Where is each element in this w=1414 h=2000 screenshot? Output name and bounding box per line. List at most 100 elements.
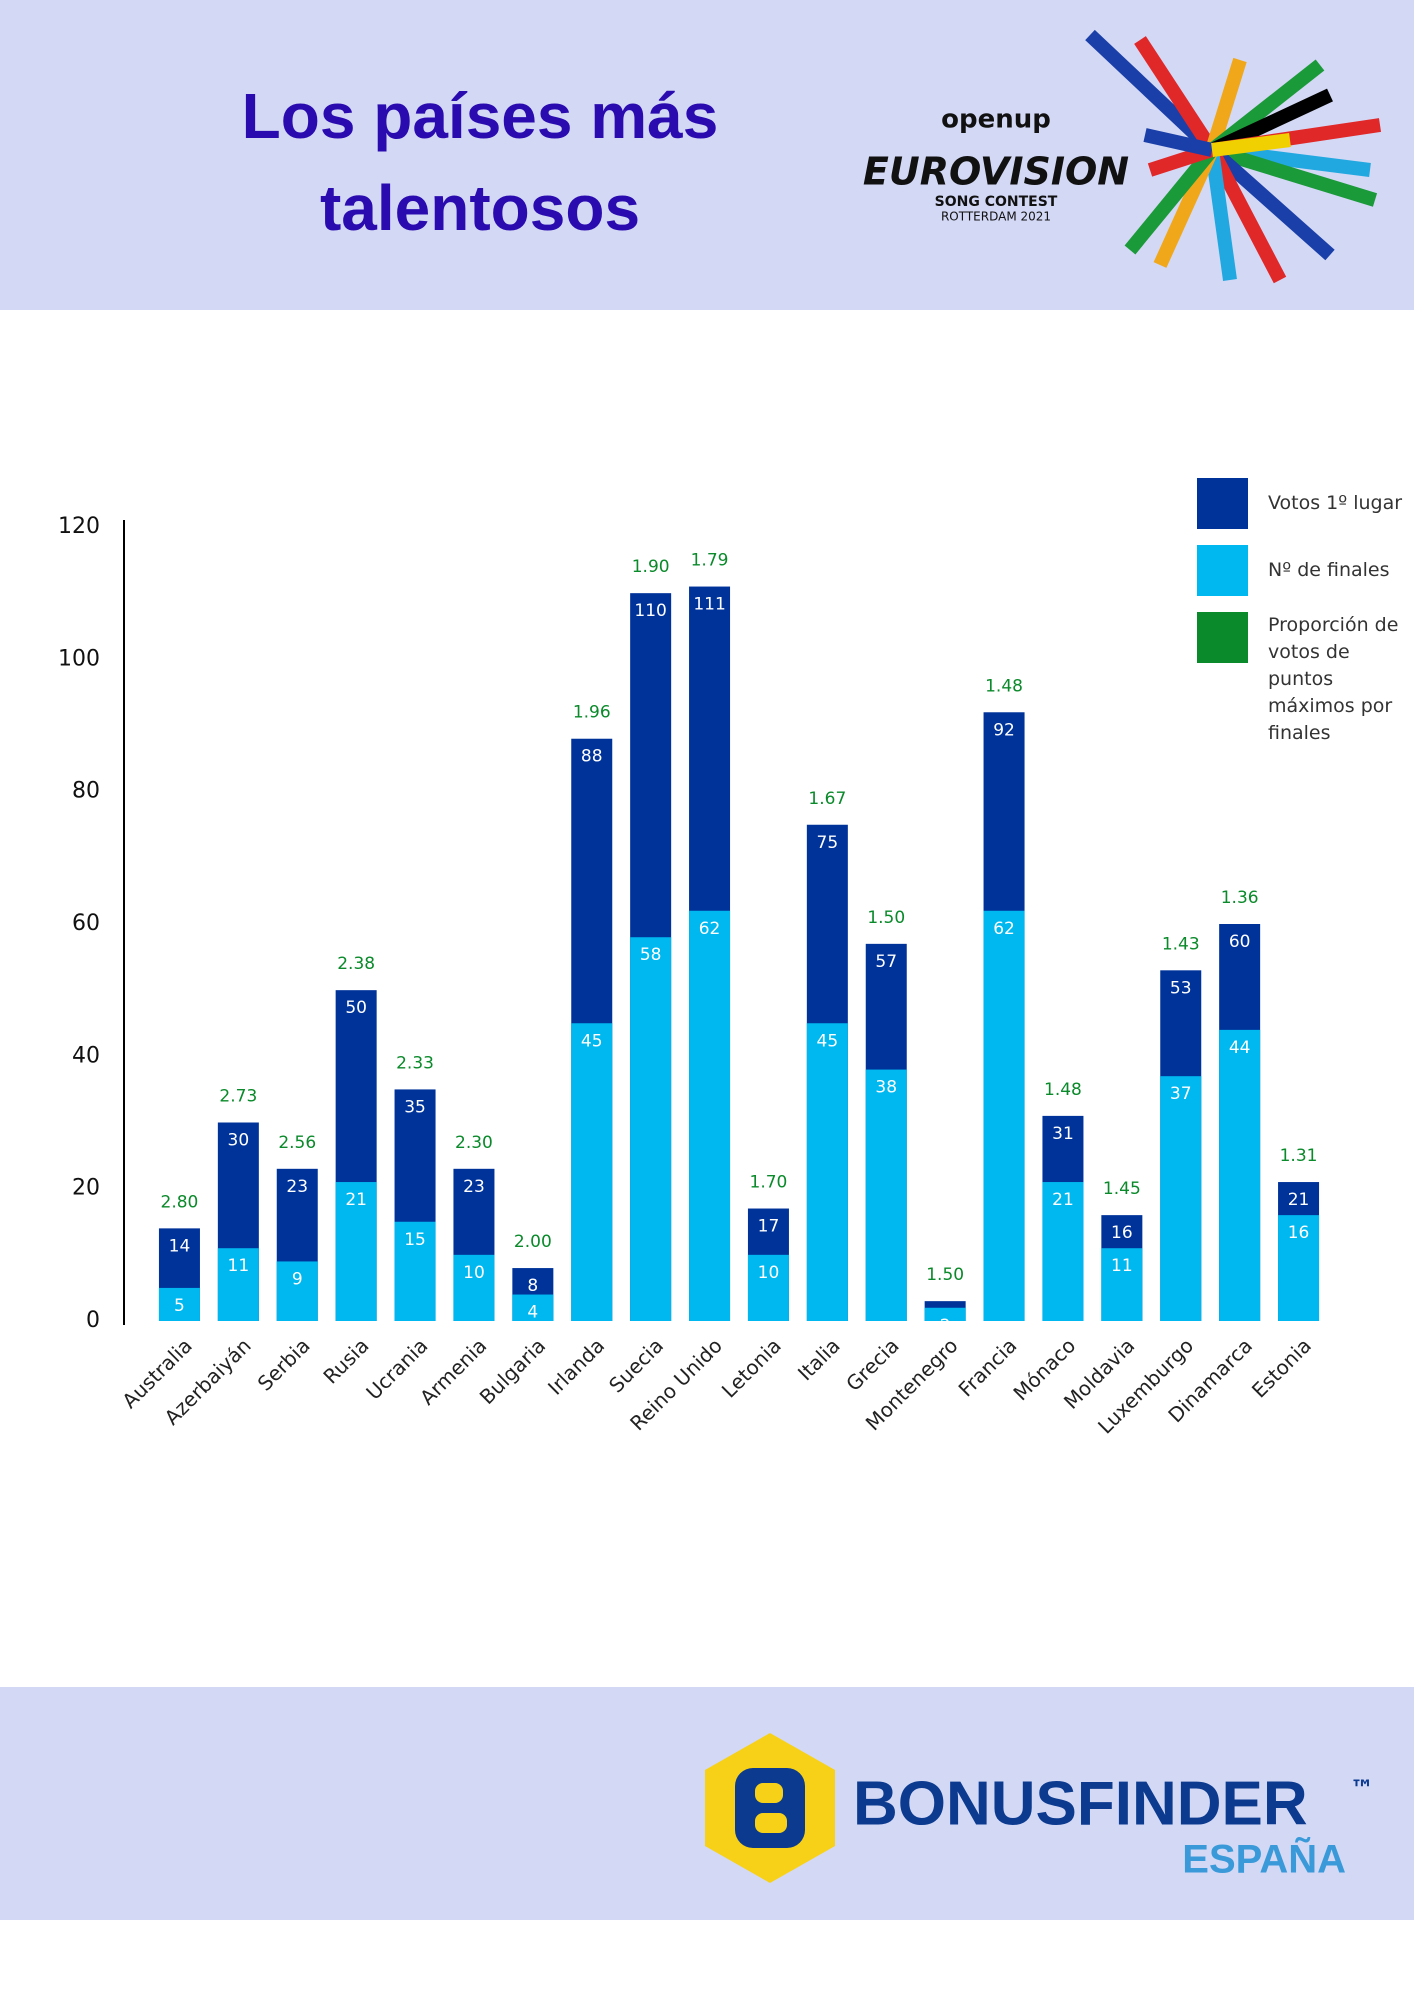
bar [1160,1076,1202,1321]
bar-value-label: 75 [817,833,839,853]
bar [571,1023,613,1321]
bar-value-label: 16 [1111,1223,1133,1243]
legend-swatch [1197,612,1248,663]
x-tick-label: Irlanda [543,1333,609,1399]
ratio-label: 1.50 [926,1265,964,1285]
y-tick-label: 120 [58,514,100,539]
y-tick-label: 100 [58,646,100,671]
bar [806,1023,848,1321]
bar-value-label: 2 [940,1316,951,1336]
bar [1101,1248,1143,1321]
starburst [1085,29,1382,284]
bar-value-label: 15 [404,1230,426,1250]
legend-label: Proporción de votos de puntos máximos po… [1268,614,1399,744]
x-tick-label: Bulgaria [475,1333,551,1409]
bar-value-label: 53 [1170,978,1192,998]
bar-value-label: 31 [1052,1124,1074,1144]
bar-value-label: 45 [817,1031,839,1051]
bar [158,1287,200,1321]
bar-value-label: 17 [758,1217,780,1237]
bar [394,1221,436,1321]
y-tick-label: 40 [72,1043,100,1068]
ratio-label: 1.70 [750,1173,788,1193]
ratio-label: 1.45 [1103,1179,1141,1199]
bar-value-label: 58 [640,945,662,965]
bar [630,937,672,1321]
legend-swatch [1197,478,1248,529]
bar-value-label: 62 [993,919,1015,939]
bar [276,1261,318,1321]
brand-country: ESPAÑA [1182,1836,1346,1882]
bar [747,1254,789,1321]
bar-value-label: 88 [581,747,603,767]
y-tick-label: 60 [72,911,100,936]
ratio-label: 2.73 [219,1087,257,1107]
bar-value-label: 30 [228,1131,250,1151]
bar [689,910,731,1321]
ratio-label: 1.67 [808,789,846,809]
y-tick-label: 20 [72,1176,100,1201]
y-tick-label: 80 [72,779,100,804]
bar-value-label: 4 [527,1303,538,1323]
logo-top: openup [941,105,1051,135]
logo-main: EUROVISION [863,150,1129,194]
brand-name: BONUSFINDER [853,1769,1308,1838]
bar-value-label: 16 [1288,1223,1310,1243]
brand-mark [735,1768,805,1848]
bar-value-label: 50 [345,998,367,1018]
bar-value-label: 23 [286,1177,308,1197]
bar [512,1294,554,1321]
bar [217,1248,259,1321]
ratio-label: 1.79 [691,551,729,571]
bar-value-label: 92 [993,720,1015,740]
bar [1042,1182,1084,1321]
legend-label: Nº de finales [1268,559,1390,581]
bar-value-label: 9 [292,1269,303,1289]
ratio-label: 2.33 [396,1053,434,1073]
bar-value-label: 37 [1170,1084,1192,1104]
bar-value-label: 8 [527,1276,538,1296]
x-tick-label: Italia [793,1333,845,1385]
bar-value-label: 45 [581,1031,603,1051]
y-tick-label: 0 [86,1308,100,1333]
bar [924,1307,966,1321]
bar [1219,1029,1261,1321]
bar-value-label: 44 [1229,1038,1251,1058]
legend-swatch [1197,545,1248,596]
ratio-label: 1.31 [1280,1146,1318,1166]
legend-label: Votos 1º lugar [1268,492,1403,514]
bar [865,1069,907,1321]
bar-value-label: 110 [634,601,666,621]
bar-value-label: 62 [699,919,721,939]
bar [335,1182,377,1321]
chart-title: Los países más talentosos [241,80,719,244]
logo-sub: SONG CONTEST [935,194,1058,210]
x-tick-label: Estonia [1247,1333,1316,1402]
brand-mark-hole [755,1813,787,1833]
ratio-label: 1.90 [632,557,670,577]
bar-value-label: 111 [693,595,725,615]
bar-value-label: 21 [1052,1190,1074,1210]
ratio-label: 2.38 [337,954,375,974]
logo-place: ROTTERDAM 2021 [941,210,1051,224]
bar-value-label: 10 [463,1263,485,1283]
ratio-label: 1.96 [573,703,611,723]
ratio-label: 2.80 [161,1192,199,1212]
x-tick-label: Rusia [318,1333,373,1388]
bar-value-label: 5 [174,1296,185,1316]
ratio-label: 2.00 [514,1232,552,1252]
bar-value-label: 10 [758,1263,780,1283]
bar-value-label: 21 [345,1190,367,1210]
bar-value-label: 11 [228,1256,250,1276]
bar-value-label: 57 [875,952,897,972]
bar-value-label: 60 [1229,932,1251,952]
bar-value-label: 35 [404,1097,426,1117]
bar-value-label: 14 [169,1236,191,1256]
brand-mark-hole [755,1783,783,1803]
bar-value-label: 23 [463,1177,485,1197]
ratio-label: 1.43 [1162,934,1200,954]
bar-value-label: 21 [1288,1190,1310,1210]
bar [453,1254,495,1321]
